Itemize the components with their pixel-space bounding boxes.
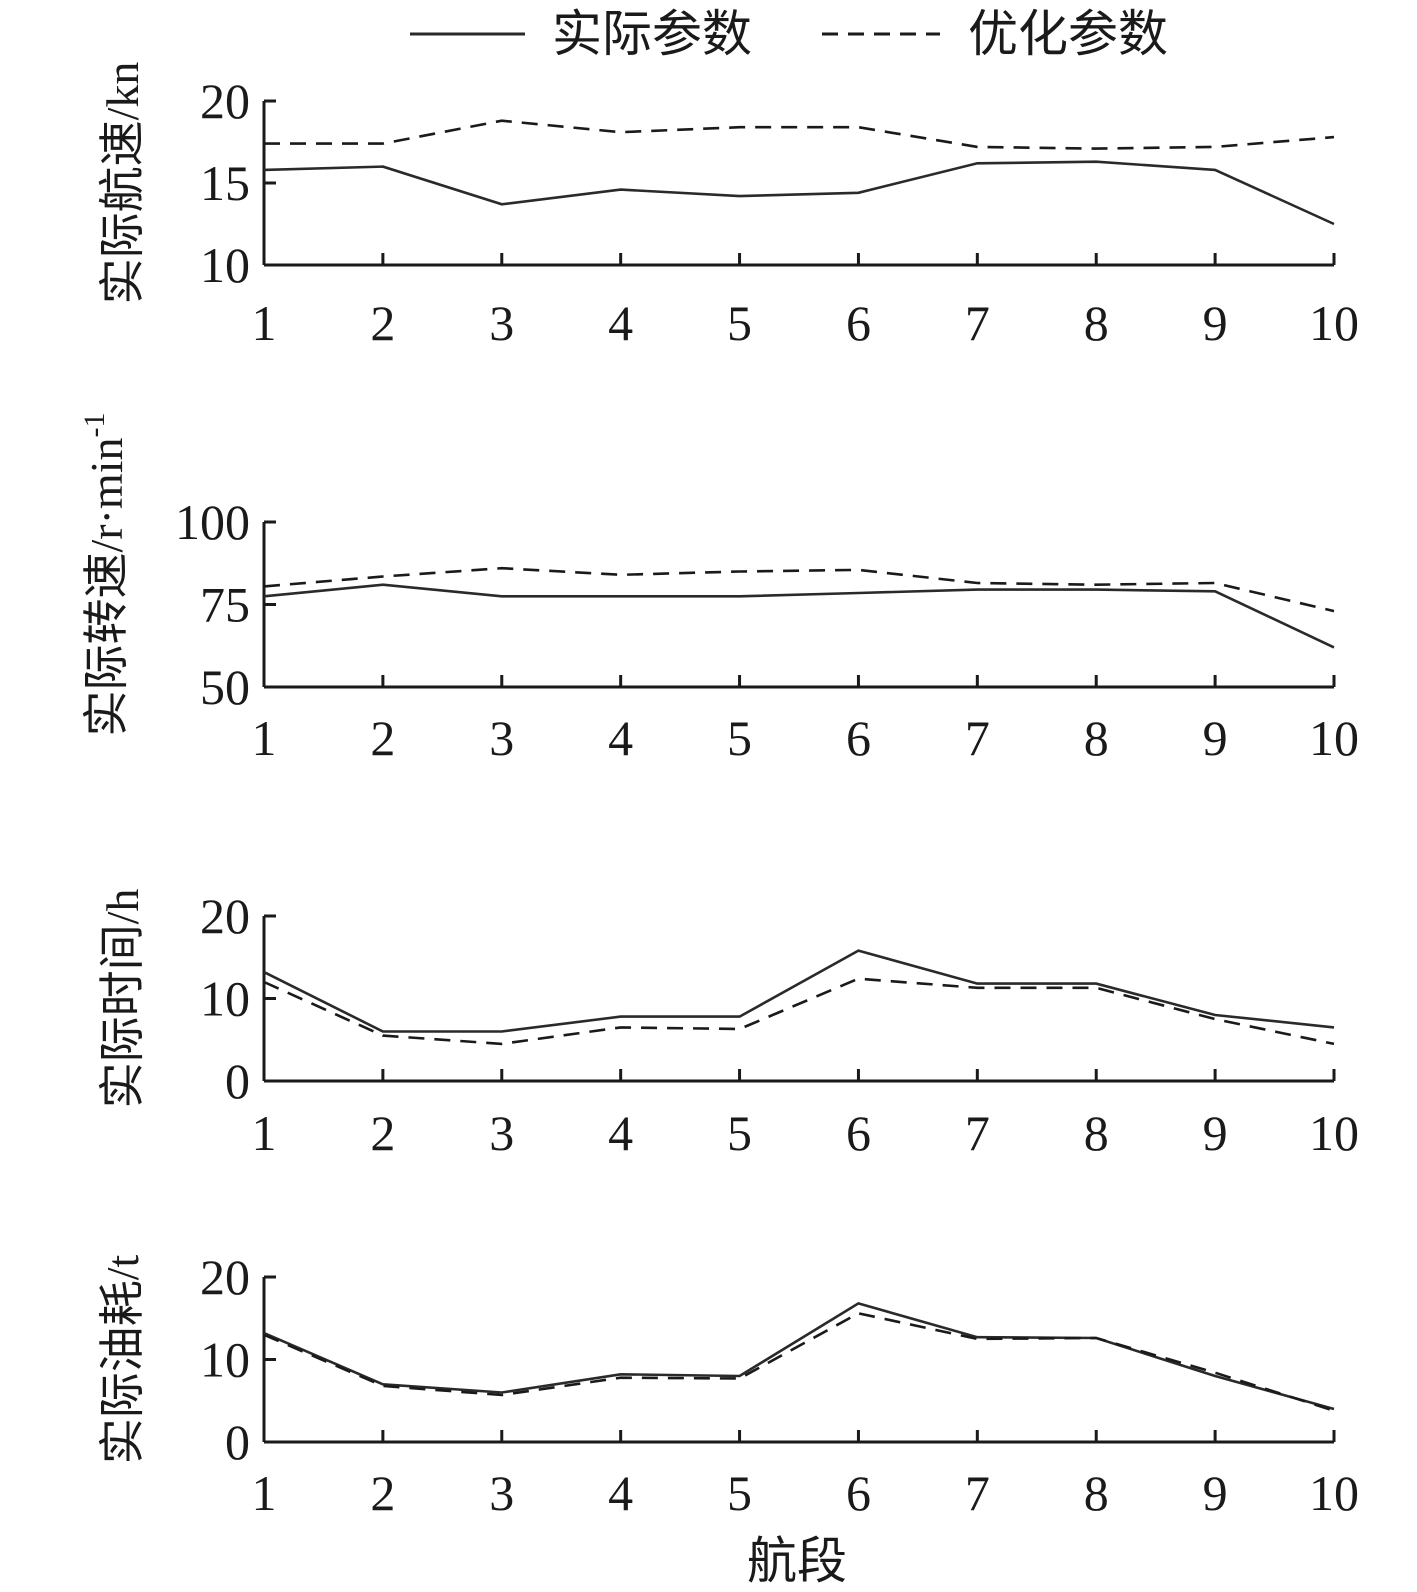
chart-panel-1: 10 15 20 1 2 3 4 5 6 7 8 9 10 实际航速/kn xyxy=(97,62,1359,351)
legend-label-actual: 实际参数 xyxy=(552,6,752,62)
y-tick-label: 10 xyxy=(200,1332,250,1388)
x-tick-label: 2 xyxy=(370,1465,395,1521)
series-line-actual xyxy=(263,949,1335,1033)
x-tick-label: 3 xyxy=(489,1465,514,1521)
x-tick-label: 6 xyxy=(846,1465,871,1521)
chart-panel-4: 0 10 20 1 2 3 4 5 6 7 8 9 10 实际油耗/t xyxy=(97,1249,1359,1521)
x-tick-label: 10 xyxy=(1309,1465,1359,1521)
x-tick-label: 10 xyxy=(1309,1105,1359,1161)
x-tick-label: 5 xyxy=(727,710,752,766)
x-tick-label: 6 xyxy=(846,1105,871,1161)
y-tick-label: 50 xyxy=(200,659,250,715)
x-tick-label: 9 xyxy=(1203,295,1228,351)
y-tick-label: 15 xyxy=(200,155,250,211)
x-tick-label: 7 xyxy=(965,1105,990,1161)
chart-panel-2: 50 75 100 1 2 3 4 5 6 7 8 9 10 实际转速/r·min-1 xyxy=(78,413,1359,766)
legend-label-optimized: 优化参数 xyxy=(968,6,1168,62)
legend: 实际参数 优化参数 xyxy=(410,6,1168,62)
x-tick-label: 10 xyxy=(1309,295,1359,351)
x-tick-label: 3 xyxy=(489,710,514,766)
x-tick-label: 4 xyxy=(608,295,633,351)
x-tick-label: 7 xyxy=(965,710,990,766)
y-tick-label: 10 xyxy=(200,237,250,293)
x-tick-label: 9 xyxy=(1203,1105,1228,1161)
series-line-actual xyxy=(263,160,1335,226)
x-tick-label: 9 xyxy=(1203,710,1228,766)
y-tick-label: 20 xyxy=(200,888,250,944)
y-axis-label: 实际油耗/t xyxy=(97,1255,148,1465)
x-tick-label: 1 xyxy=(252,1465,277,1521)
x-tick-label: 7 xyxy=(965,1465,990,1521)
y-axis-label: 实际时间/h xyxy=(97,889,148,1109)
x-tick-label: 6 xyxy=(846,295,871,351)
series-line-actual xyxy=(263,1301,1335,1411)
x-tick-label: 5 xyxy=(727,295,752,351)
y-tick-label: 100 xyxy=(175,494,250,550)
series-line-optimized xyxy=(263,1311,1335,1412)
y-tick-label: 20 xyxy=(200,1249,250,1305)
series-line-optimized xyxy=(264,119,1335,150)
y-axis-label-exponent: -1 xyxy=(78,413,111,438)
x-tick-label: 5 xyxy=(727,1105,752,1161)
x-tick-label: 1 xyxy=(252,295,277,351)
x-tick-label: 3 xyxy=(489,295,514,351)
y-axis-label: 实际转速/r·min-1 xyxy=(78,413,132,737)
x-tick-label: 2 xyxy=(370,295,395,351)
y-tick-label: 20 xyxy=(200,73,250,129)
x-tick-label: 4 xyxy=(608,1465,633,1521)
series-line-optimized xyxy=(263,566,1335,613)
x-tick-label: 7 xyxy=(965,295,990,351)
series-line-actual xyxy=(263,583,1335,649)
x-tick-label: 6 xyxy=(846,710,871,766)
x-tick-label: 8 xyxy=(1084,295,1109,351)
y-axis-label: 实际航速/kn xyxy=(97,62,148,305)
x-tick-label: 4 xyxy=(608,1105,633,1161)
x-tick-label: 8 xyxy=(1084,1105,1109,1161)
x-axis-label: 航段 xyxy=(747,1533,847,1589)
x-tick-label: 5 xyxy=(727,1465,752,1521)
x-tick-label: 2 xyxy=(370,1105,395,1161)
chart-panel-3: 0 10 20 1 2 3 4 5 6 7 8 9 10 实际时间/h xyxy=(97,888,1359,1161)
x-tick-label: 10 xyxy=(1309,710,1359,766)
x-tick-label: 8 xyxy=(1084,710,1109,766)
x-tick-label: 4 xyxy=(608,710,633,766)
x-tick-label: 9 xyxy=(1203,1465,1228,1521)
x-tick-label: 8 xyxy=(1084,1465,1109,1521)
y-tick-label: 0 xyxy=(225,1053,250,1109)
y-tick-label: 0 xyxy=(225,1414,250,1470)
y-axis-label-main: 实际转速/r·min xyxy=(81,438,132,737)
x-tick-label: 3 xyxy=(489,1105,514,1161)
series-line-optimized xyxy=(263,977,1335,1046)
x-tick-label: 1 xyxy=(252,1105,277,1161)
x-tick-label: 1 xyxy=(252,710,277,766)
y-tick-label: 10 xyxy=(200,971,250,1027)
y-tick-label: 75 xyxy=(200,577,250,633)
x-tick-label: 2 xyxy=(370,710,395,766)
